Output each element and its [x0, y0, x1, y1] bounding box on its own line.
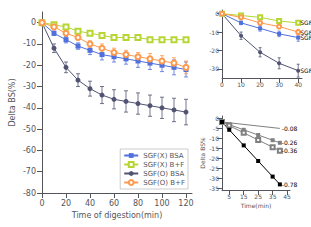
svg-text:0: 0 [215, 10, 219, 17]
svg-text:15: 15 [240, 193, 248, 200]
svg-text:80: 80 [133, 199, 143, 208]
svg-text:10: 10 [237, 81, 245, 88]
svg-text:40: 40 [85, 199, 95, 208]
svg-text:SGF(O) BSA: SGF(O) BSA [143, 170, 184, 178]
svg-text:-80: -80 [23, 189, 36, 198]
svg-text:Delta BS%: Delta BS% [199, 137, 206, 169]
svg-text:SGF(X) BSA: SGF(X) BSA [143, 152, 184, 160]
svg-text:-0.08: -0.08 [282, 125, 298, 132]
svg-text:40: 40 [294, 81, 302, 88]
svg-text:SGF(O) BSA: SGF(O) BSA [300, 67, 311, 74]
svg-text:-10: -10 [209, 29, 219, 36]
svg-text:-20: -20 [209, 47, 219, 54]
svg-text:-30: -30 [209, 175, 219, 182]
svg-text:Time of digestion(min): Time of digestion(min) [71, 211, 163, 220]
svg-text:Delta BS(%): Delta BS(%) [8, 78, 17, 126]
svg-text:-0.78: -0.78 [282, 181, 298, 188]
svg-text:20: 20 [256, 81, 264, 88]
svg-text:SGF(O) B+F: SGF(O) B+F [300, 29, 311, 36]
svg-text:0: 0 [39, 199, 44, 208]
svg-text:20: 20 [61, 199, 71, 208]
svg-text:-35: -35 [209, 185, 219, 192]
svg-text:0: 0 [31, 18, 36, 27]
svg-text:30: 30 [275, 81, 283, 88]
svg-text:-60: -60 [23, 146, 36, 155]
svg-text:-20: -20 [23, 61, 36, 70]
svg-text:-40: -40 [23, 103, 36, 112]
svg-text:120: 120 [178, 199, 193, 208]
svg-text:0: 0 [215, 115, 219, 122]
svg-text:-20: -20 [209, 155, 219, 162]
svg-text:-70: -70 [23, 167, 36, 176]
svg-text:SGF(O) B+F: SGF(O) B+F [143, 179, 185, 187]
svg-text:SGF(X) B+F: SGF(X) B+F [300, 19, 311, 26]
svg-text:60: 60 [109, 199, 119, 208]
svg-text:-30: -30 [209, 65, 219, 72]
svg-text:-30: -30 [23, 82, 36, 91]
svg-text:-50: -50 [23, 125, 36, 134]
svg-text:-5: -5 [213, 125, 219, 132]
svg-text:-10: -10 [23, 39, 36, 48]
svg-text:25: 25 [254, 193, 262, 200]
svg-text:-0.36: -0.36 [282, 147, 298, 154]
svg-text:-10: -10 [209, 135, 219, 142]
svg-text:Time(min): Time(min) [240, 202, 272, 209]
svg-text:35: 35 [269, 193, 277, 200]
svg-text:-0.26: -0.26 [282, 139, 298, 146]
svg-text:-15: -15 [209, 145, 219, 152]
svg-text:SGF(X) B+F: SGF(X) B+F [143, 161, 184, 169]
svg-text:100: 100 [154, 199, 169, 208]
svg-text:45: 45 [283, 193, 291, 200]
svg-text:5: 5 [227, 193, 231, 200]
svg-text:0: 0 [220, 81, 224, 88]
svg-text:-25: -25 [209, 165, 219, 172]
